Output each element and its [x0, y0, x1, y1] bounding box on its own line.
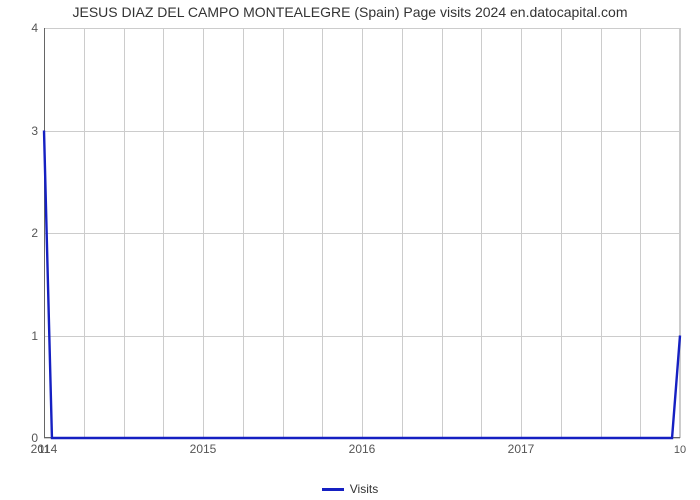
grid-line-vertical: [680, 28, 681, 438]
legend: Visits: [0, 482, 700, 496]
x-tick-label: 2017: [508, 442, 535, 456]
y-tick-label: 1: [31, 329, 38, 343]
x-tick-label: 2015: [190, 442, 217, 456]
visits-polyline: [44, 131, 680, 439]
series-line: [44, 28, 680, 438]
legend-swatch: [322, 488, 344, 491]
endpoint-value-label: 10: [674, 444, 686, 456]
y-tick-label: 4: [31, 21, 38, 35]
chart-container: JESUS DIAZ DEL CAMPO MONTEALEGRE (Spain)…: [0, 0, 700, 500]
x-tick-label: 2016: [349, 442, 376, 456]
legend-label: Visits: [350, 482, 378, 496]
y-tick-label: 2: [31, 226, 38, 240]
endpoint-value-label: 11: [38, 444, 49, 456]
y-tick-label: 3: [31, 124, 38, 138]
chart-title: JESUS DIAZ DEL CAMPO MONTEALEGRE (Spain)…: [0, 4, 700, 20]
plot-area: 0123420142015201620171110: [44, 28, 680, 438]
